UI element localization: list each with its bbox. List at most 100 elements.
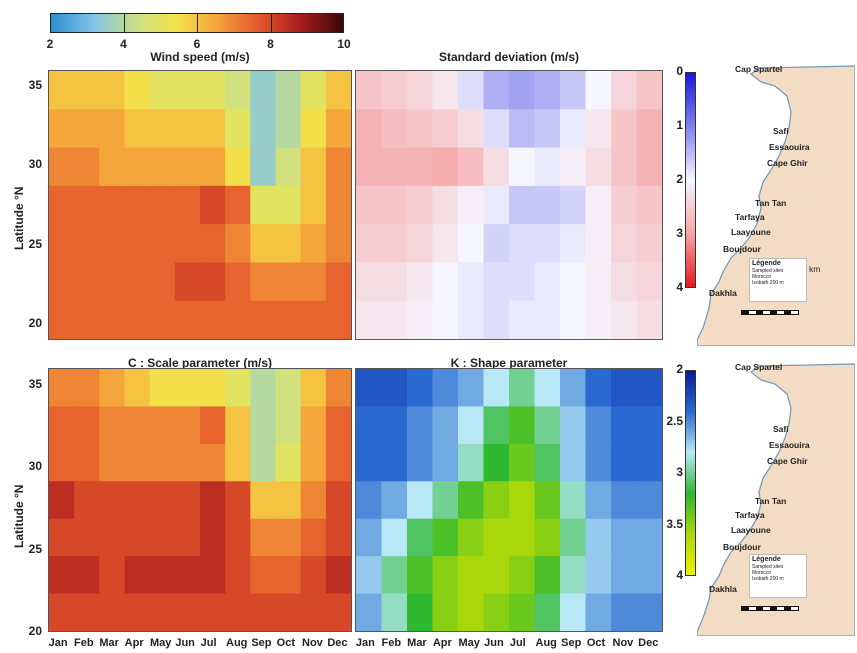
heatmap-cell [381,185,408,225]
city-cap-spartel-top: Cap Spartel [735,64,783,74]
city-laayoune-bottom: Laayoune [731,525,771,535]
heatmap-cell [174,185,201,225]
heatmap-cell [407,369,434,408]
heatmap-cell [356,593,383,631]
heatmap-cell [560,109,587,149]
heatmap-cell [300,369,327,408]
heatmap-cell [225,443,251,482]
heatmap-cell [636,556,662,595]
month-tick-label: Jul [200,637,217,649]
wind-colorbar-tick-line [270,13,272,33]
heatmap-cell [225,109,251,149]
legend-item-morocco-bottom: Morocco [752,570,772,576]
heatmap-cell [149,518,176,557]
heatmap-cell [534,593,561,631]
heatmap-cell [49,556,75,595]
heatmap-cell [636,109,662,149]
heatmap-cell [300,185,327,225]
heatmap-cell [534,443,561,482]
heatmap-cell [636,518,662,557]
heatmap-cell [149,300,176,339]
heatmap-cell [611,481,638,520]
heatmap-cell [200,224,226,264]
heatmap-cell [74,518,100,557]
legend-item-sites-bottom: Sampled sites [752,564,784,570]
heatmap-cell [432,300,459,339]
heatmap-cell [74,185,100,225]
legend-title-bottom: Légende [752,556,781,563]
heatmap-cell [381,109,408,149]
heatmap-cell [200,109,226,149]
heatmap-cell [636,593,662,631]
heatmap-cell [250,481,277,520]
heatmap-cell [407,71,434,110]
heatmap-cell [611,224,638,264]
heatmap-cell [560,406,587,445]
heatmap-cell [381,300,408,339]
heatmap-cell [356,443,383,482]
heatmap-cell [483,109,510,149]
heatmap-cell [200,556,226,595]
scale-bar-top [741,310,799,315]
month-tick-label: Mar [99,637,119,649]
heatmap-cell [611,556,638,595]
heatmap-cell [560,481,587,520]
heatmap-cell [99,300,126,339]
heatmap-cell [483,518,510,557]
heatmap-cell [534,518,561,557]
heatmap-cell [611,443,638,482]
heatmap-cell [432,443,459,482]
heatmap-cell [407,518,434,557]
month-tick-label: Oct [276,637,295,649]
heatmap-cell [149,185,176,225]
heatmap-cell [99,556,126,595]
heatmap-cell [149,147,176,187]
heatmap-cell [611,518,638,557]
heatmap-cell [49,481,75,520]
heatmap-cell [200,406,226,445]
heatmap-cell [636,185,662,225]
heatmap-cell [124,224,151,264]
heatmap-cell [325,518,351,557]
heatmap-cell [99,481,126,520]
latitude-tick-label: 25 [28,236,42,251]
heatmap-cell [250,556,277,595]
heatmap-cell [356,185,383,225]
city-cap-spartel-bottom: Cap Spartel [735,362,783,372]
heatmap-cell [636,71,662,110]
month-tick-label: May [150,637,172,649]
heatmap-cell [381,593,408,631]
heatmap-cell [636,481,662,520]
heatmap-cell [356,481,383,520]
heatmap-cell [483,147,510,187]
heatmap-cell [174,109,201,149]
wind-colorbar-tick-label: 8 [267,37,274,51]
heatmap-cell [225,262,251,302]
heatmap-cell [585,369,612,408]
heatmap-svg [49,71,351,339]
heatmap-cell [534,406,561,445]
heatmap-cell [611,71,638,110]
heatmap-cell [509,262,536,302]
heatmap-cell [407,593,434,631]
heatmap-cell [381,71,408,110]
heatmap-cell [124,185,151,225]
heatmap-cell [275,593,302,631]
heatmap-cell [611,300,638,339]
city-laayoune-top: Laayoune [731,227,771,237]
heatmap-cell [560,224,587,264]
heatmap-cell [509,224,536,264]
heatmap-cell [356,224,383,264]
std-colorbar [685,72,696,288]
heatmap-cell [74,262,100,302]
heatmap-cell [250,109,277,149]
std-heatmap [355,70,663,340]
heatmap-cell [585,109,612,149]
heatmap-cell [250,262,277,302]
city-cape-ghir-bottom: Cape Ghir [767,456,808,466]
map-legend-bottom: Légende Sampled sites Morocco Isobath 20… [749,554,807,598]
heatmap-cell [611,406,638,445]
heatmap-cell [124,369,151,408]
heatmap-cell [636,300,662,339]
heatmap-cell [483,593,510,631]
